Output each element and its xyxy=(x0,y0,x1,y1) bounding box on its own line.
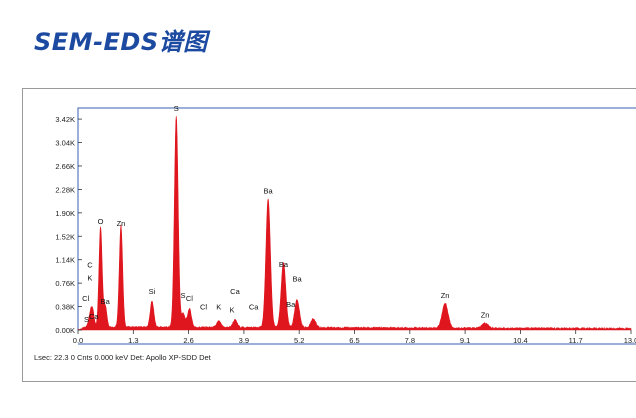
peak-label: S xyxy=(174,104,179,113)
x-tick-label: 11.7 xyxy=(569,336,583,345)
peak-label: Zn xyxy=(481,311,490,320)
y-tick-label: 2.28K xyxy=(55,185,75,194)
y-tick-label: 0.76K xyxy=(55,279,75,288)
y-tick-label: 0.38K xyxy=(55,303,75,312)
peak-label: S xyxy=(181,291,186,300)
peak-label: C xyxy=(87,261,93,270)
peak-label: S xyxy=(84,315,89,324)
x-tick-label: 6.5 xyxy=(349,336,359,345)
peak-label: Cl xyxy=(200,303,207,312)
peak-label: Ba xyxy=(279,260,289,269)
x-tick-label: 3.9 xyxy=(239,336,249,345)
x-tick-label: 2.6 xyxy=(183,336,193,345)
peak-label: Si xyxy=(149,287,156,296)
y-tick-label: 2.66K xyxy=(55,162,75,171)
peak-label: Zn xyxy=(117,219,126,228)
y-tick-label: 3.42K xyxy=(55,115,75,124)
peak-label: Zn xyxy=(441,291,450,300)
peak-label: O xyxy=(98,217,104,226)
x-tick-label: 5.2 xyxy=(294,336,304,345)
peak-label: K xyxy=(229,306,234,315)
x-tick-label: 13.0 xyxy=(624,336,636,345)
y-tick-label: 1.90K xyxy=(55,209,75,218)
page-title: SEM-EDS谱图 xyxy=(34,28,208,56)
peak-label: Cl xyxy=(82,294,89,303)
y-tick-label: 3.04K xyxy=(55,139,75,148)
peak-label: K xyxy=(87,274,92,283)
plot-frame xyxy=(77,107,636,330)
x-tick-label: 9.1 xyxy=(460,336,470,345)
x-tick-label: 1.3 xyxy=(128,336,138,345)
y-tick-label: 1.14K xyxy=(55,256,75,265)
spectrum-panel xyxy=(22,88,636,382)
y-tick-label: 1.52K xyxy=(55,232,75,241)
y-tick-label: 0.00K xyxy=(55,326,75,335)
peak-label: K xyxy=(216,303,221,312)
x-tick-label: 0.0 xyxy=(73,336,83,345)
peak-label: Ba xyxy=(286,300,296,309)
spectrum-series xyxy=(77,116,632,331)
peak-label: Ba xyxy=(292,274,302,283)
peak-label: Ca xyxy=(230,287,240,296)
peak-label: Cl xyxy=(186,294,193,303)
status-bar-text: Lsec: 22.3 0 Cnts 0.000 keV Det: Apollo … xyxy=(34,353,211,362)
peak-label: Ba xyxy=(264,187,274,196)
peak-label: Ba xyxy=(101,297,111,306)
x-tick-label: 10.4 xyxy=(513,336,528,345)
x-tick-label: 7.8 xyxy=(405,336,415,345)
peak-label: Ca xyxy=(89,312,99,321)
peak-label: Ca xyxy=(249,303,259,312)
